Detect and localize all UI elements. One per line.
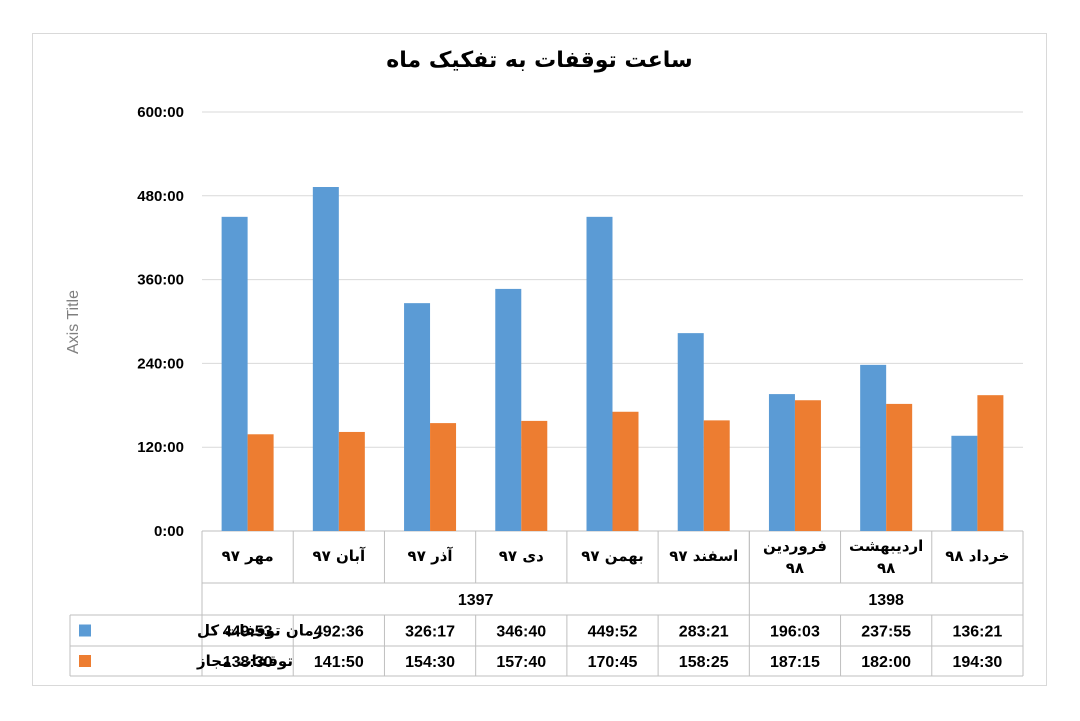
y-tick-label: 240:00 xyxy=(137,355,184,372)
data-table-value: 449:53 xyxy=(223,624,273,641)
bar-total-stops xyxy=(768,394,795,531)
y-tick-label: 480:00 xyxy=(137,188,184,205)
data-table-value: 326:17 xyxy=(405,624,455,641)
data-table-value: 283:21 xyxy=(679,624,729,641)
y-tick-label: 0:00 xyxy=(154,523,184,540)
chart-title: ساعت توقفات به تفکیک ماه xyxy=(386,48,693,73)
legend-key xyxy=(79,655,91,667)
data-table-value: 196:03 xyxy=(770,624,820,641)
data-table-value: 492:36 xyxy=(314,624,364,641)
data-table-value: 346:40 xyxy=(496,624,546,641)
legend-series-name: زمان توقفات کل xyxy=(197,622,322,640)
y-tick-label: 600:00 xyxy=(137,104,184,121)
bar-total-stops xyxy=(495,288,522,531)
bar-total-stops xyxy=(586,216,613,531)
category-label: ۹۸ xyxy=(786,559,804,577)
data-table-value: 141:50 xyxy=(314,654,364,671)
bar-total-stops xyxy=(221,216,248,531)
category-label: بهمن ۹۷ xyxy=(581,547,644,565)
data-table-value: 157:40 xyxy=(496,654,546,671)
bar-allowed-stops xyxy=(794,400,821,531)
bar-allowed-stops xyxy=(430,423,457,531)
bar-total-stops xyxy=(312,187,339,531)
bar-allowed-stops xyxy=(247,434,274,531)
bar-total-stops xyxy=(951,435,978,531)
data-table-value: 170:45 xyxy=(588,654,638,671)
category-label: فروردین xyxy=(763,537,827,555)
category-label: دی ۹۷ xyxy=(499,547,544,565)
y-tick-label: 360:00 xyxy=(137,272,184,289)
data-table-value: 194:30 xyxy=(952,654,1002,671)
bar-allowed-stops xyxy=(886,403,913,531)
data-table-value: 136:21 xyxy=(952,624,1002,641)
bar-total-stops xyxy=(404,303,431,531)
bar-allowed-stops xyxy=(521,420,548,531)
bar-allowed-stops xyxy=(338,431,365,531)
data-table-value: 154:30 xyxy=(405,654,455,671)
group-label: 1398 xyxy=(868,592,904,609)
category-label: آبان ۹۷ xyxy=(312,547,366,565)
category-label: ۹۸ xyxy=(877,559,895,577)
category-label: مهر ۹۷ xyxy=(222,547,274,565)
data-table-value: 158:25 xyxy=(679,654,729,671)
bar-allowed-stops xyxy=(703,420,730,531)
data-table-value: 182:00 xyxy=(861,654,911,671)
bar-total-stops xyxy=(860,364,887,531)
data-table-value: 138:30 xyxy=(223,654,273,671)
category-label: آذر ۹۷ xyxy=(408,547,454,565)
bar-allowed-stops xyxy=(977,395,1004,531)
category-label: اردیبهشت xyxy=(849,537,923,555)
bar-allowed-stops xyxy=(612,411,639,531)
data-table-value: 187:15 xyxy=(770,654,820,671)
category-label: خرداد ۹۸ xyxy=(945,547,1009,565)
category-label: اسفند ۹۷ xyxy=(669,547,738,565)
legend-series-name: توقفات مجاز xyxy=(196,652,293,670)
data-table-value: 449:52 xyxy=(588,624,638,641)
bar-total-stops xyxy=(677,333,704,531)
group-label: 1397 xyxy=(458,592,494,609)
y-tick-label: 120:00 xyxy=(137,439,184,456)
chart-frame xyxy=(32,33,1047,686)
data-table-value: 237:55 xyxy=(861,624,911,641)
legend-key xyxy=(79,624,91,637)
